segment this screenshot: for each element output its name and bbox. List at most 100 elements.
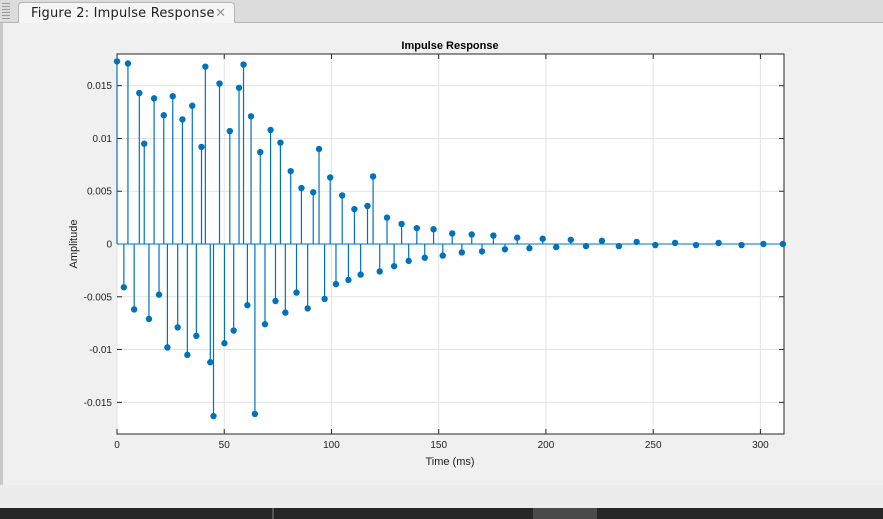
- stem-marker: [136, 89, 143, 97]
- stem-marker: [210, 412, 217, 420]
- stem-marker: [514, 234, 521, 241]
- stem-marker: [251, 410, 259, 418]
- stem-marker: [439, 252, 446, 259]
- stem-marker: [633, 238, 640, 246]
- stem-marker: [501, 246, 509, 253]
- axis-ticks: 0 50 100 150 200 250 300 -0.015 -0.01 -0.005 0 0.00…: [84, 54, 784, 451]
- chart-title: Impulse Response: [401, 40, 498, 52]
- stem-marker: [155, 291, 163, 298]
- stem-marker: [364, 202, 371, 210]
- stem-marker: [310, 189, 317, 196]
- stem-marker: [272, 297, 279, 305]
- stem-marker: [247, 113, 255, 120]
- stem-series: [113, 58, 787, 420]
- grip-icon[interactable]: [2, 3, 10, 19]
- stem-marker: [145, 315, 153, 323]
- status-bar-segment: [272, 508, 274, 519]
- y-axis-label: Amplitude: [68, 220, 80, 269]
- y-tick-label: 0.015: [87, 81, 112, 92]
- stem-marker: [226, 127, 234, 135]
- stem-marker: [376, 268, 383, 275]
- stem-marker: [193, 332, 200, 340]
- y-tick-label: 0.005: [87, 187, 112, 198]
- stem-marker: [332, 280, 340, 288]
- stem-marker: [207, 359, 214, 366]
- stem-marker: [164, 344, 171, 351]
- stem-marker: [539, 235, 546, 242]
- x-tick-label: 150: [430, 440, 447, 451]
- stem-marker: [526, 245, 533, 252]
- stem-marker: [449, 230, 456, 237]
- stem-marker: [174, 324, 181, 331]
- stem-marker: [345, 276, 352, 284]
- stem-marker: [198, 143, 205, 151]
- stem-marker: [671, 239, 679, 247]
- stem-marker: [189, 102, 196, 109]
- stem-marker: [315, 145, 323, 153]
- stem-marker: [779, 240, 787, 248]
- stem-marker: [261, 321, 269, 328]
- tab-figure-2[interactable]: Figure 2: Impulse Response ✕: [18, 2, 235, 23]
- status-bar-segment: [533, 508, 597, 519]
- stem-marker: [338, 192, 346, 199]
- stem-marker: [357, 271, 364, 278]
- stem-marker: [760, 240, 767, 248]
- stem-marker: [244, 302, 251, 309]
- stem-marker: [430, 226, 437, 233]
- stem-marker: [598, 237, 606, 245]
- stem-marker: [257, 148, 264, 156]
- y-tick-label: 0: [106, 240, 112, 251]
- stem-marker: [202, 63, 209, 70]
- stem-marker: [124, 60, 132, 67]
- stem-marker: [615, 242, 623, 250]
- stem-marker: [160, 112, 167, 119]
- stem-marker: [738, 241, 745, 249]
- stem-marker: [221, 340, 228, 347]
- stem-marker: [293, 289, 300, 296]
- stem-marker: [216, 80, 223, 87]
- stem-marker: [298, 184, 305, 192]
- stem-marker: [184, 351, 191, 359]
- stem-marker: [282, 309, 289, 316]
- stem-marker: [567, 236, 575, 243]
- y-tick-label: -0.005: [84, 292, 113, 303]
- x-tick-label: 250: [645, 440, 662, 451]
- impulse-response-chart[interactable]: 0 50 100 150 200 250 300 -0.015 -0.01 -0.005 0 0.00…: [4, 23, 883, 485]
- stem-marker: [715, 239, 722, 247]
- stem-marker: [390, 262, 398, 270]
- tab-label: Figure 2: Impulse Response: [31, 6, 215, 21]
- status-bar: [0, 508, 883, 519]
- stem-marker: [120, 284, 128, 291]
- stem-marker: [652, 241, 659, 249]
- stem-marker: [130, 306, 138, 313]
- y-tick-label: -0.015: [84, 398, 113, 409]
- stem-marker: [553, 243, 560, 251]
- x-tick-label: 100: [323, 440, 340, 451]
- stem-marker: [277, 139, 284, 146]
- stem-marker: [413, 224, 421, 232]
- stem-marker: [321, 295, 328, 303]
- stem-marker: [150, 95, 158, 102]
- stem-marker: [692, 241, 700, 249]
- stem-marker: [351, 205, 358, 213]
- stem-marker: [398, 220, 405, 228]
- stem-marker: [383, 214, 391, 221]
- stem-marker: [240, 61, 247, 68]
- figure-area: 0 50 100 150 200 250 300 -0.015 -0.01 -0.005 0 0.00…: [4, 23, 883, 485]
- stem-marker: [490, 232, 497, 239]
- stem-marker: [287, 167, 294, 175]
- stem-marker: [267, 126, 274, 134]
- stem-marker: [113, 58, 121, 65]
- stem-marker: [369, 173, 377, 180]
- y-tick-label: 0.01: [93, 134, 113, 145]
- stem-marker: [169, 93, 176, 100]
- stem-marker: [582, 242, 590, 250]
- figure-window: Figure 2: Impulse Response ✕ 0 50 100 150 20…: [0, 0, 883, 508]
- close-icon[interactable]: ✕: [215, 5, 226, 20]
- x-tick-label: 300: [752, 440, 769, 451]
- x-tick-label: 50: [219, 440, 231, 451]
- grid-lines: [116, 54, 784, 434]
- x-tick-label: 200: [538, 440, 555, 451]
- tab-bar: Figure 2: Impulse Response ✕: [0, 0, 883, 23]
- stem-marker: [421, 254, 428, 261]
